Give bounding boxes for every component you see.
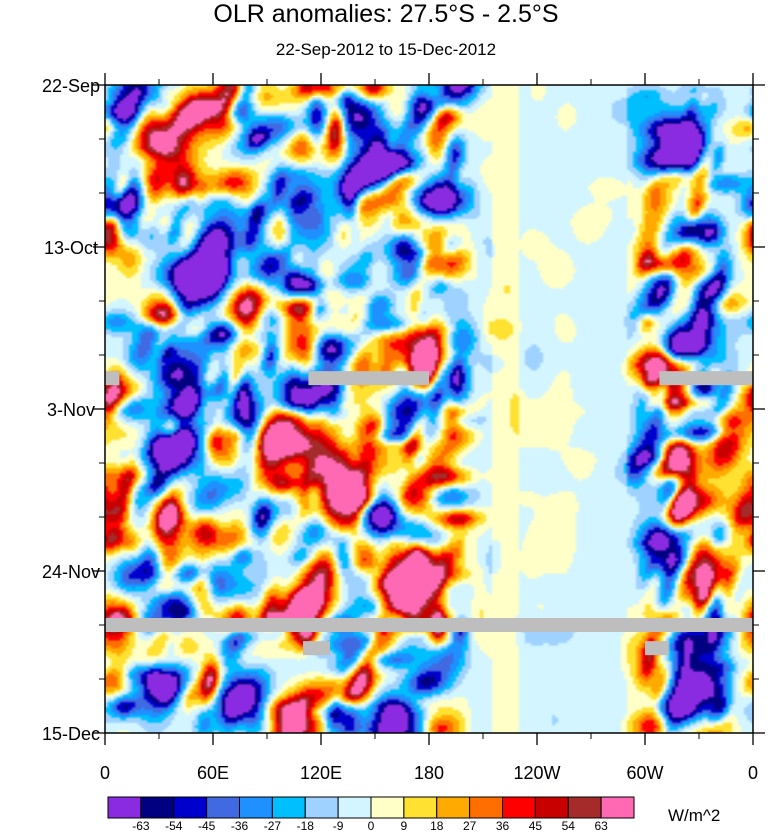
y-tick-label: 22-Sep — [42, 76, 100, 96]
colorbar-swatch — [271, 796, 306, 819]
colorbar-swatch — [567, 796, 602, 819]
x-tick-label: 0 — [748, 763, 758, 783]
colorbar-swatch — [534, 796, 569, 819]
colorbar-level-label: 27 — [463, 819, 477, 833]
heatmap-field — [105, 85, 753, 733]
colorbar-level-label: 18 — [430, 819, 444, 833]
missing-data-band — [308, 371, 429, 386]
colorbar-swatch — [337, 796, 372, 819]
chart-subtitle: 22-Sep-2012 to 15-Dec-2012 — [275, 40, 497, 59]
x-tick-label: 60E — [197, 763, 229, 783]
colorbar-level-label: -54 — [165, 819, 183, 833]
colorbar-level-label: -36 — [231, 819, 249, 833]
y-tick-label: 24-Nov — [42, 562, 100, 582]
x-tick-label: 180 — [414, 763, 444, 783]
colorbar-swatch — [403, 796, 438, 819]
colorbar-swatch — [469, 796, 503, 819]
x-tick-label: 0 — [100, 763, 110, 783]
colorbar-swatch — [502, 796, 536, 819]
colorbar-level-label: -27 — [264, 819, 282, 833]
colorbar-level-label: -18 — [297, 819, 315, 833]
plot-area — [105, 85, 753, 733]
colorbar-swatch — [173, 796, 208, 819]
colorbar-level-label: 36 — [496, 819, 510, 833]
colorbar-level-label: 54 — [562, 819, 576, 833]
colorbar-swatch — [107, 796, 142, 819]
y-tick-label: 13-Oct — [44, 238, 98, 258]
colorbar-level-label: -63 — [132, 819, 150, 833]
colorbar-level-label: 63 — [594, 819, 608, 833]
colorbar-swatch — [304, 796, 339, 819]
x-tick-label: 120E — [300, 763, 342, 783]
colorbar-units: W/m^2 — [668, 806, 721, 825]
colorbar-swatch — [436, 796, 471, 819]
colorbar-level-label: -9 — [333, 819, 344, 833]
x-tick-label: 120W — [513, 763, 560, 783]
chart-title: OLR anomalies: 27.5°S - 2.5°S — [213, 0, 559, 28]
colorbar-swatch — [239, 796, 273, 819]
colorbar-swatch — [140, 796, 175, 819]
colorbar-level-label: -45 — [198, 819, 216, 833]
y-tick-label: 3-Nov — [47, 400, 95, 420]
x-tick-label: 60W — [626, 763, 663, 783]
colorbar-swatch — [206, 796, 240, 819]
missing-data-band — [303, 641, 330, 656]
colorbar-level-label: 45 — [529, 819, 543, 833]
missing-data-band — [659, 371, 753, 386]
missing-data-band — [105, 618, 753, 632]
missing-data-band — [645, 641, 669, 656]
colorbar-level-label: 9 — [401, 819, 408, 833]
colorbar: -63 -54 -45 -36 -27 -18 -9 0 9 18 27 36 45 54 63 — [107, 796, 635, 833]
missing-data-band — [105, 371, 120, 386]
plot-axes: 0 60E 120E 180 120W 60W 0 22-Sep 13-Oct 3-Nov 24-N… — [42, 73, 765, 783]
colorbar-swatch — [370, 796, 405, 819]
y-tick-label: 15-Dec — [42, 724, 100, 744]
colorbar-swatch — [600, 796, 635, 819]
colorbar-level-label: 0 — [368, 819, 375, 833]
